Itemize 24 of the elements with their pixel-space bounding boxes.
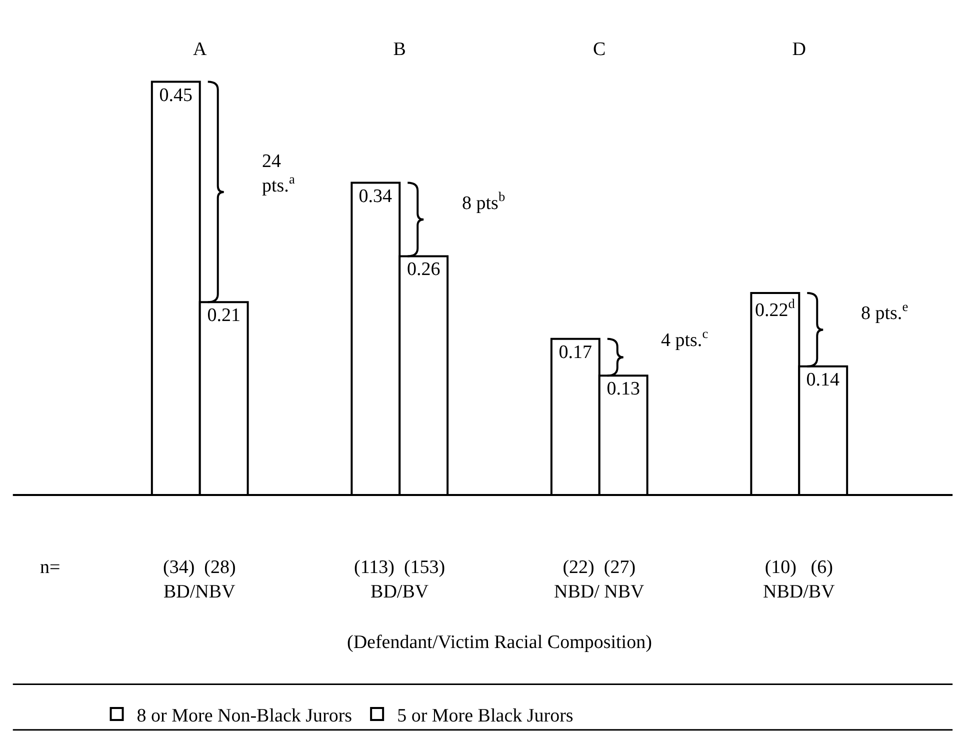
annotation: 8 pts.$^{e}$ (861, 299, 908, 324)
data-label: 0.26 (406, 259, 440, 280)
data-label: 0.34 (358, 186, 393, 207)
text: (34) (28) BD/NBV (163, 557, 236, 603)
legend-label: 8 or More Non-Black Jurors (136, 705, 352, 726)
text: (Defendant/Victim Racial Composition) (347, 632, 652, 653)
data-label: 0.17 (558, 342, 592, 363)
data-label: 0.45 (159, 84, 193, 106)
legend-label: 5 or More Black Jurors (397, 705, 574, 726)
data-label: 0.13 (606, 378, 640, 400)
text: (22) (27) NBD/ NBV (554, 557, 645, 603)
text: (113) (153) BD/BV (354, 557, 446, 603)
data-label: 0.21 (207, 305, 240, 326)
x-tick-label: B (393, 39, 406, 60)
annotation: 24 pts.$^{a}$ (262, 151, 295, 197)
annotation: 4 pts.$^{c}$ (661, 326, 708, 351)
text: n= (40, 557, 60, 578)
x-tick-label: C (593, 39, 606, 60)
x-tick-label: A (192, 39, 207, 60)
data-label: 0.22$^{d}$ (755, 296, 796, 321)
data-label: 0.14 (806, 369, 840, 390)
text: (10) (6) NBD/BV (763, 557, 836, 603)
annotation: 8 pts$^{b}$ (462, 189, 506, 214)
x-tick-label: D (792, 39, 806, 60)
